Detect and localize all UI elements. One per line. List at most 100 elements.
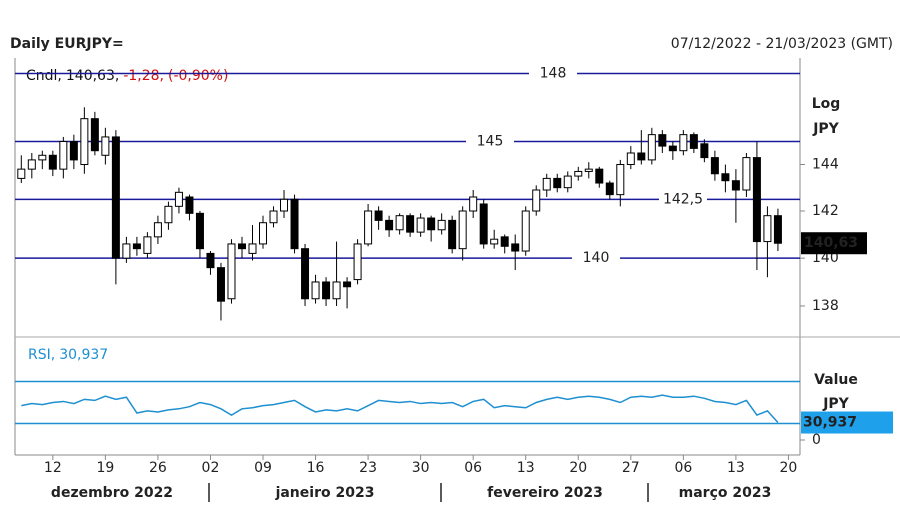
last-price-label: 140,63 [804, 235, 858, 251]
candle-body [406, 215, 415, 233]
x-tick-label: 13 [727, 460, 745, 476]
x-tick-label: 26 [149, 460, 167, 476]
candle-body [153, 222, 162, 238]
candle-body [332, 281, 341, 300]
level-label-bg [572, 249, 620, 268]
rsi-legend-item: RSI, [28, 347, 55, 363]
candle-body [17, 168, 26, 179]
y-tick-label: 0 [812, 432, 821, 448]
candle-body [27, 159, 36, 170]
axis-label: JPY [822, 396, 849, 412]
x-tick-label: 06 [464, 460, 482, 476]
candle-body [395, 215, 404, 231]
level-label-bg [466, 132, 514, 151]
x-tick-label: 30 [412, 460, 430, 476]
candle-body [174, 191, 183, 207]
candle-body [668, 145, 677, 152]
legend: Cndl, 140,63, -1,28, (-0,90%) [26, 68, 228, 84]
candle-body [185, 196, 194, 214]
x-tick-label: 23 [359, 460, 377, 476]
candle-body [69, 141, 78, 161]
candle-body [742, 157, 751, 191]
candle-body [216, 267, 225, 302]
candle-body [90, 118, 99, 152]
candle-body [752, 157, 761, 243]
y-tick-label: 138 [812, 298, 839, 314]
candle-body [353, 243, 362, 281]
chart-title: Daily EURJPY= [10, 36, 124, 52]
candle-body [301, 248, 310, 300]
rsi-last-box [801, 411, 893, 434]
axis-label: Log [812, 96, 841, 112]
x-tick-label: 13 [517, 460, 535, 476]
candle-body [574, 170, 583, 177]
candle-body [605, 182, 614, 196]
candle-body [689, 134, 698, 149]
candle-body [364, 210, 373, 245]
candle-body [322, 281, 331, 300]
level-label-bg [529, 64, 577, 83]
candle-body [280, 198, 289, 212]
candle-body [38, 154, 47, 161]
candle-body [490, 238, 499, 245]
last-price-box [801, 232, 867, 255]
candle-body [385, 219, 394, 231]
axis-label: JPY [812, 121, 839, 137]
candle-body [311, 281, 320, 300]
candle-body [511, 243, 520, 252]
candle-body [48, 154, 57, 170]
candle-body [259, 222, 268, 245]
candle-body [773, 215, 782, 244]
axis-label: Value [814, 372, 858, 388]
candle-body [563, 175, 572, 189]
level-label: 140 [583, 250, 610, 266]
rsi-legend: RSI, 30,937 [28, 347, 108, 363]
month-label: dezembro 2022 [51, 485, 173, 501]
legend-item: -1,28, [123, 68, 164, 84]
level-label-bg [659, 190, 707, 209]
legend-item: (-0,90%) [168, 68, 228, 84]
candle-body [595, 168, 604, 184]
candle-body [248, 243, 257, 254]
candle-body [269, 210, 278, 224]
candle-body [532, 189, 541, 212]
candle-body [437, 219, 446, 231]
candle-body [710, 157, 719, 175]
candle-body [343, 281, 352, 288]
date-range: 07/12/2022 - 21/03/2023 (GMT) [671, 36, 893, 52]
candle-body [731, 180, 740, 191]
candle-body [227, 243, 236, 300]
candle-body [427, 217, 436, 231]
legend-item: Cndl, [26, 68, 62, 84]
candle-body [143, 236, 152, 254]
x-tick-label: 12 [44, 460, 62, 476]
candle-body [637, 152, 646, 161]
candle-body [721, 173, 730, 182]
level-label: 145 [477, 134, 504, 150]
candle-body [521, 210, 530, 252]
month-label: fevereiro 2023 [487, 485, 603, 501]
candle-body [290, 198, 299, 250]
candle-body [59, 141, 68, 170]
level-label: 148 [540, 65, 567, 81]
candle-body [132, 243, 141, 250]
candle-body [374, 210, 383, 221]
x-tick-label: 27 [622, 460, 640, 476]
candle-body [206, 252, 215, 269]
candle-body [101, 136, 110, 156]
candle-body [542, 177, 551, 191]
candle-body [500, 236, 509, 247]
candle-body [584, 168, 593, 172]
rsi-last-label: 30,937 [803, 415, 857, 431]
x-tick-label: 20 [780, 460, 798, 476]
candle-body [616, 164, 625, 196]
candle-body [122, 243, 131, 259]
y-tick-label: 142 [812, 203, 839, 219]
rsi-line [21, 394, 779, 424]
candle-body [458, 210, 467, 250]
candle-body [80, 118, 89, 166]
x-tick-label: 19 [96, 460, 114, 476]
candle-body [469, 196, 478, 212]
x-tick-label: 09 [254, 460, 272, 476]
candle-body [195, 212, 204, 250]
